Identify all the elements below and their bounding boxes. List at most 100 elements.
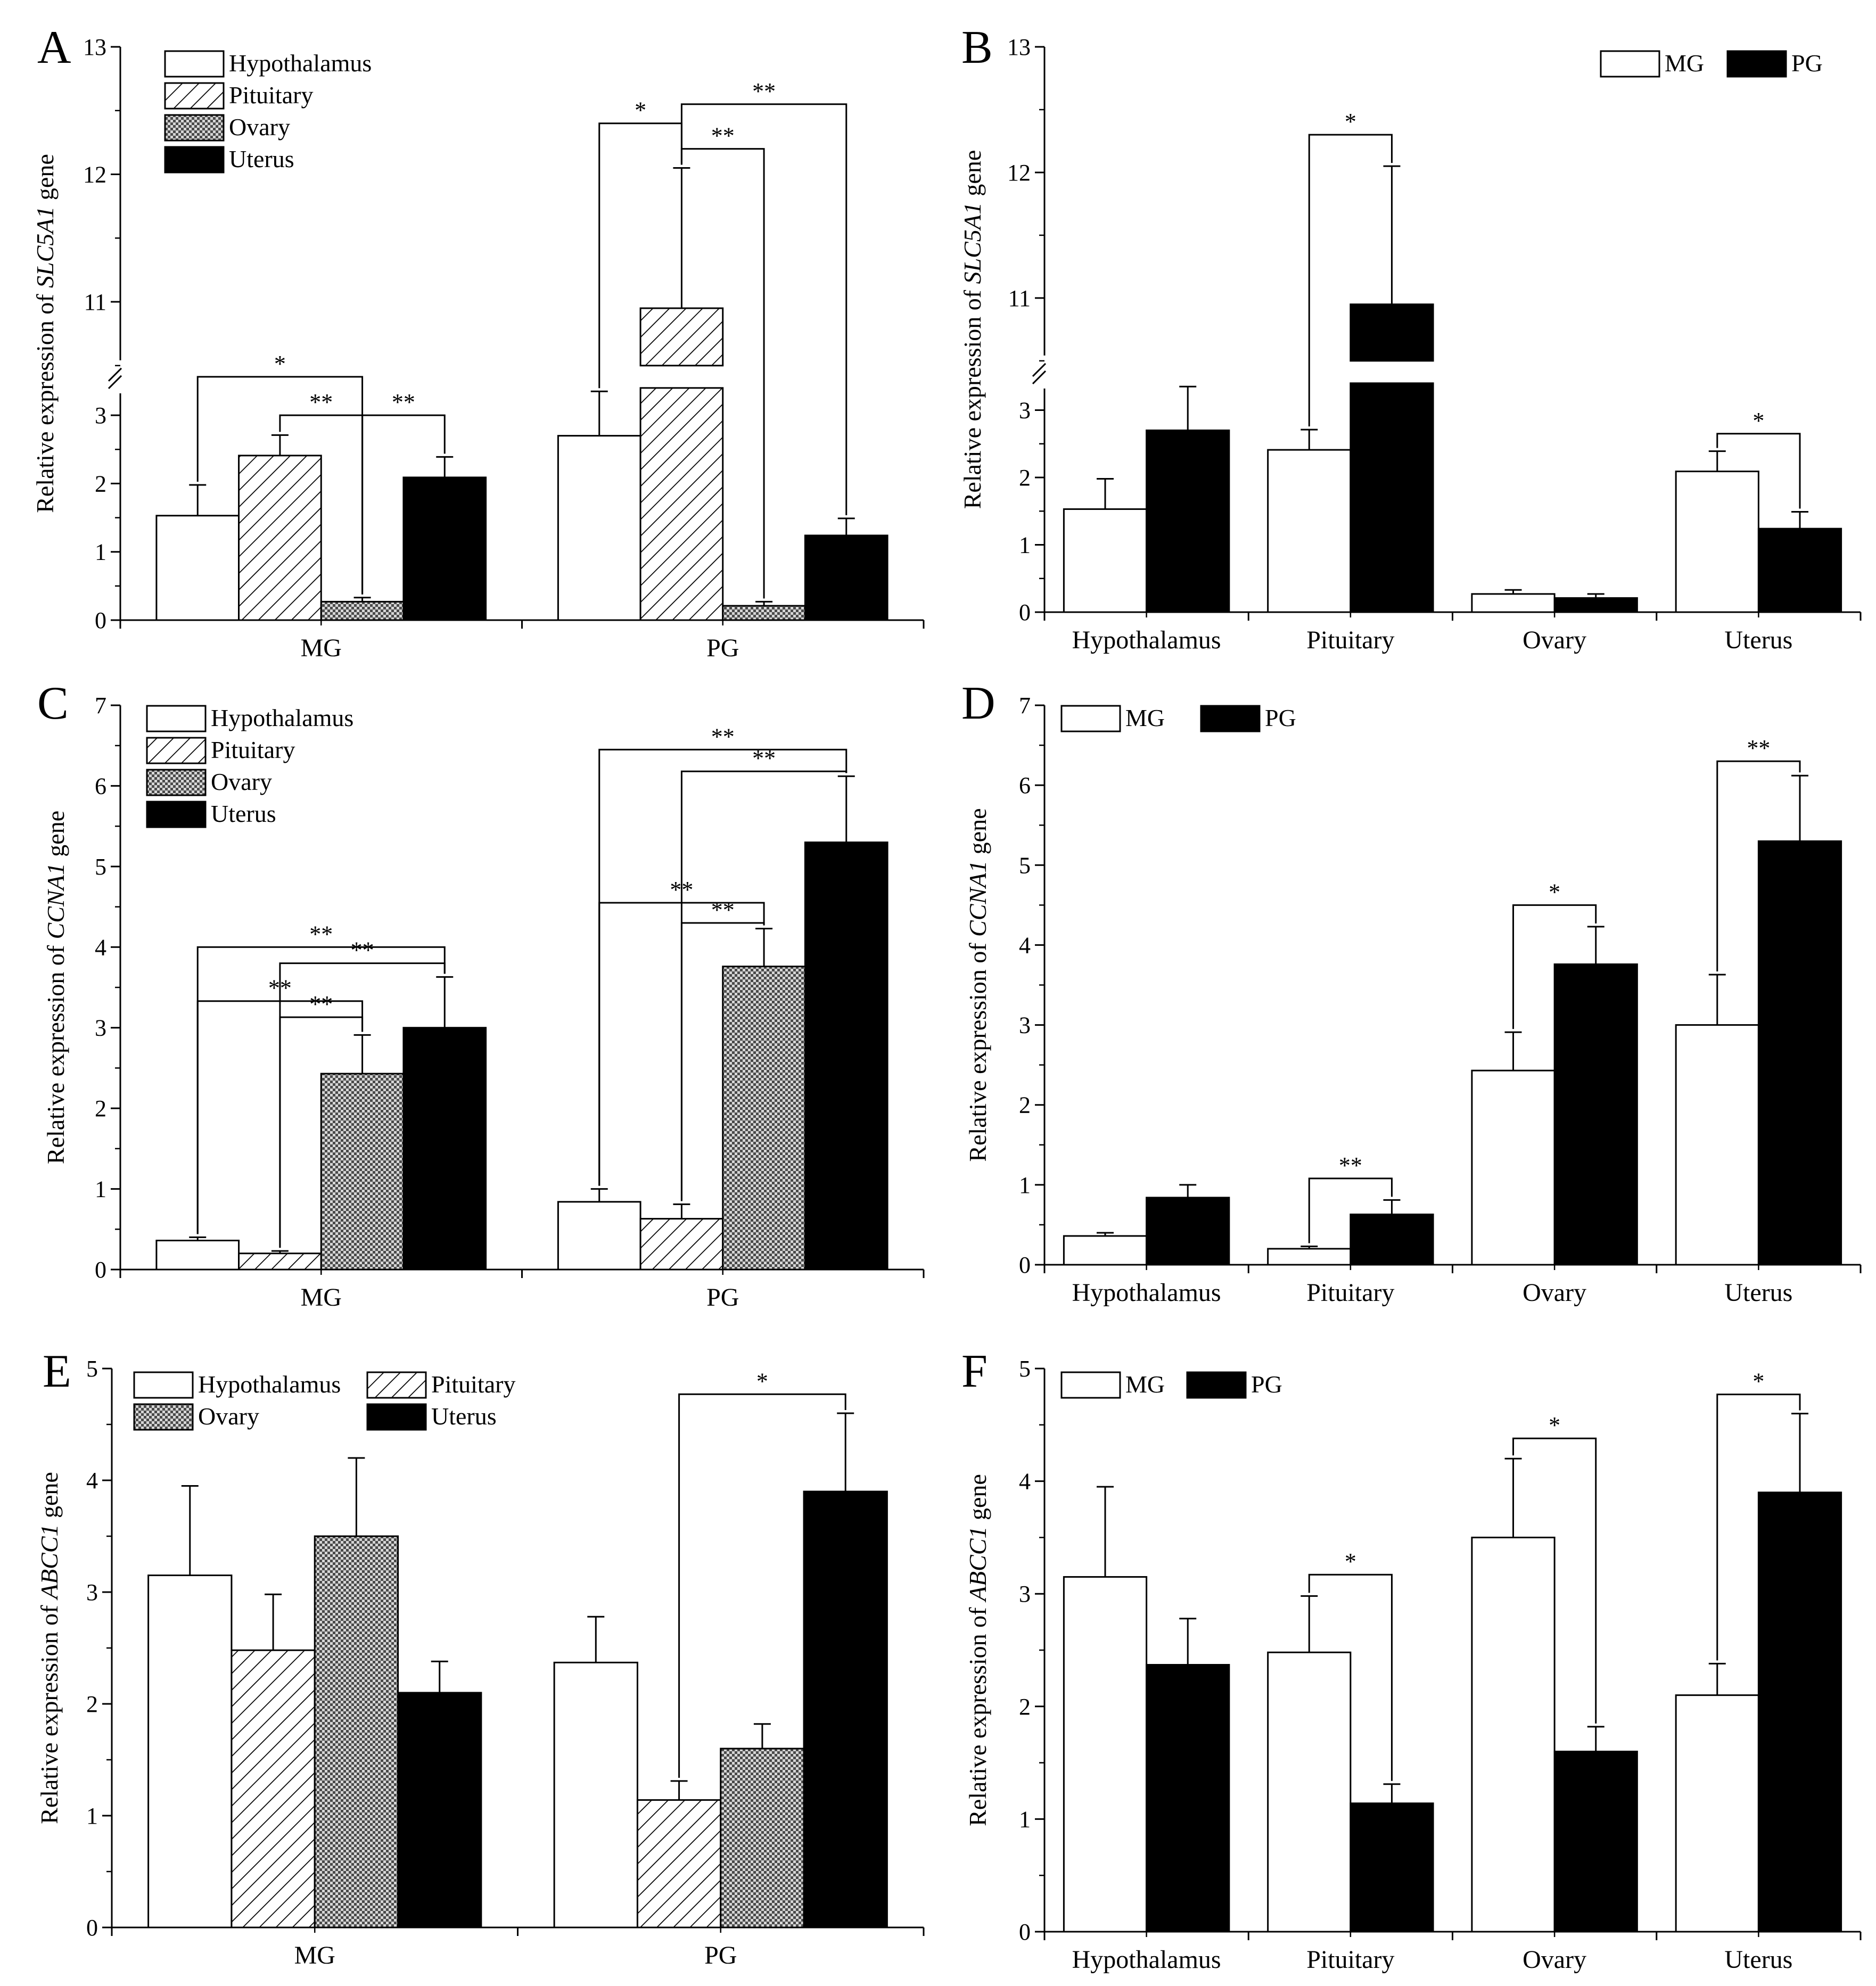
panel-letter: D: [961, 678, 995, 729]
legend: Hypothalamus Pituitary Ovary Uterus: [133, 1371, 515, 1431]
legend-swatch-uterus: [164, 146, 225, 174]
legend-label-ovary: Ovary: [211, 768, 272, 795]
bar-ovary-pg: [722, 966, 806, 1271]
bar-pituitary-pg-upper: [639, 307, 724, 367]
y-tick-label: 4: [95, 934, 106, 960]
significance-marker: **: [309, 991, 333, 1017]
y-axis-label: Relative expression of ABCC1 gene: [36, 1472, 63, 1824]
bar-uterus-mg: [397, 1692, 482, 1929]
y-tick-label: 3: [95, 1015, 106, 1041]
bar-hypothalamus-mg: [147, 1575, 233, 1929]
panel-letter: C: [37, 678, 69, 729]
y-tick-label: 2: [1019, 1092, 1031, 1118]
significance-bracket: [680, 103, 848, 515]
significance-bracket: [598, 902, 765, 1186]
bar-hypothalamus-mg: [155, 1239, 240, 1271]
y-tick-label: 3: [95, 402, 106, 428]
x-category-label: PG: [706, 1283, 739, 1312]
y-tick-label: 12: [83, 162, 106, 188]
legend-swatch-pituitary: [164, 82, 225, 110]
bar-pg-ovary: [1553, 1750, 1638, 1933]
significance-bracket: [1512, 904, 1597, 1029]
legend-swatch-pg: [1200, 705, 1261, 732]
significance-marker: *: [635, 97, 646, 123]
y-axis-label-prefix: Relative expression of: [964, 1601, 991, 1826]
bar-ovary-mg: [314, 1535, 399, 1929]
y-tick-label: 1: [86, 1803, 98, 1829]
legend-label-hypothalamus: Hypothalamus: [229, 50, 372, 77]
significance-marker: **: [309, 921, 333, 947]
x-category-label: Hypothalamus: [1072, 626, 1221, 654]
legend-label-pg: PG: [1265, 704, 1296, 731]
y-tick-label: 12: [1007, 160, 1031, 186]
y-tick-label: 1: [1019, 1172, 1031, 1198]
legend-swatch-ovary: [133, 1403, 194, 1431]
significance-marker: **: [1339, 1152, 1362, 1179]
legend-label-uterus: Uterus: [229, 145, 294, 172]
significance-marker: **: [752, 78, 776, 104]
legend: MG PG: [1060, 1371, 1282, 1399]
legend-label-pituitary: Pituitary: [431, 1371, 515, 1398]
y-tick-label: 1: [95, 539, 106, 565]
y-axis-label-suffix: gene: [42, 811, 69, 863]
significance-marker: *: [1549, 879, 1560, 905]
significance-marker: **: [351, 937, 374, 963]
y-tick-label: 11: [1008, 285, 1031, 311]
y-tick-label: 5: [86, 1356, 98, 1382]
x-category-label: Ovary: [1523, 626, 1586, 654]
y-tick-label: 0: [1019, 1919, 1031, 1945]
axis-break-mark: [108, 375, 122, 389]
bar-hypothalamus-pg: [557, 1201, 641, 1271]
significance-marker: *: [1345, 1548, 1356, 1575]
y-tick-label: 0: [95, 607, 106, 633]
x-category-label: MG: [301, 1283, 342, 1312]
x-category-label: PG: [706, 634, 739, 662]
legend-label-ovary: Ovary: [198, 1403, 259, 1430]
significance-marker: *: [1752, 408, 1764, 434]
panel-letter: F: [961, 1346, 988, 1397]
bar-mg-pituitary: [1267, 449, 1352, 613]
significance-marker: **: [711, 897, 735, 923]
significance-marker: *: [756, 1368, 768, 1394]
y-axis-label: Relative expression of CCNA1 gene: [42, 811, 69, 1164]
significance-bracket: [680, 922, 765, 1201]
bar-ovary-pg: [722, 605, 806, 621]
legend-swatch-pg: [1186, 1371, 1247, 1399]
y-axis-label-gene: SLC5A1: [31, 207, 59, 288]
bar-mg-ovary: [1471, 1536, 1556, 1933]
y-axis-label: Relative expression of ABCC1 gene: [964, 1474, 991, 1826]
axis-break-mark: [1032, 362, 1047, 377]
significance-bracket: [1512, 1437, 1597, 1724]
y-tick-label: 2: [95, 1095, 106, 1122]
bar-mg-pituitary: [1267, 1248, 1352, 1266]
y-tick-label: 2: [1019, 465, 1031, 491]
significance-bracket: [678, 1393, 846, 1778]
x-category-label: Pituitary: [1306, 1946, 1394, 1974]
legend-swatch-uterus: [366, 1403, 427, 1431]
x-category-label: MG: [301, 634, 342, 662]
y-axis-label-gene: SLC5A1: [959, 202, 986, 284]
significance-bracket: [361, 414, 446, 595]
bar-pg-ovary: [1553, 597, 1638, 613]
bar-pituitary-mg: [238, 1252, 322, 1271]
legend-label-pituitary: Pituitary: [229, 81, 313, 109]
legend-label-pituitary: Pituitary: [211, 736, 295, 763]
y-tick-label: 7: [1019, 693, 1031, 719]
bar-uterus-pg: [804, 534, 888, 621]
significance-marker: *: [1752, 1369, 1764, 1395]
panel-letter: B: [961, 22, 993, 73]
bar-mg-ovary: [1471, 1069, 1556, 1266]
legend-swatch-ovary: [146, 769, 207, 796]
y-axis-label-gene: CCNA1: [42, 863, 69, 939]
x-category-label: Hypothalamus: [1072, 1946, 1221, 1974]
y-axis-label: Relative expression of SLC5A1 gene: [31, 154, 59, 513]
y-axis-label: Relative expression of SLC5A1 gene: [959, 150, 986, 509]
bar-mg-uterus: [1675, 1024, 1759, 1266]
significance-marker: **: [711, 123, 735, 149]
bar-ovary-mg: [320, 600, 405, 621]
legend-label-pg: PG: [1791, 50, 1823, 77]
y-tick-label: 5: [95, 854, 106, 880]
bar-pituitary-mg: [231, 1649, 316, 1929]
y-tick-label: 5: [1019, 1356, 1031, 1382]
